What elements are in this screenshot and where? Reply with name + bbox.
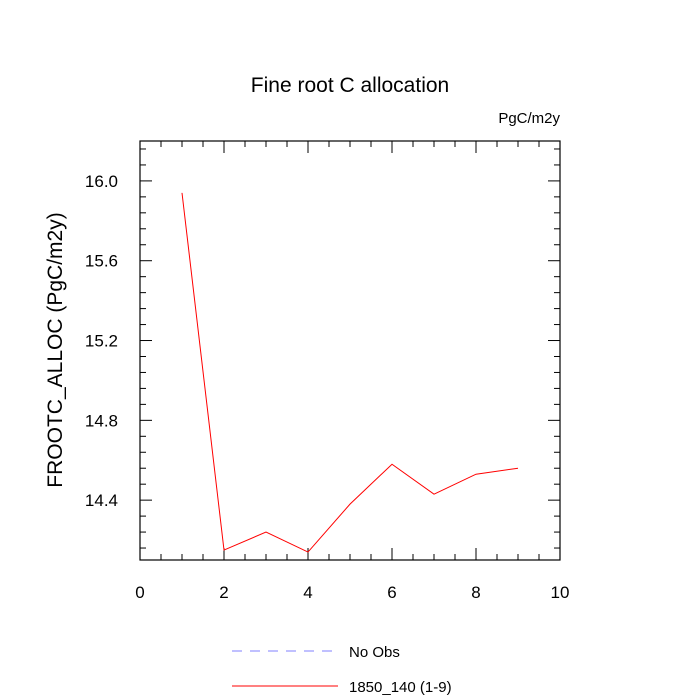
y-tick-label: 15.2 [85,332,118,351]
x-axis-ticks: 0 2 4 6 8 10 [135,141,569,602]
x-tick-label: 6 [387,583,396,602]
y-tick-label: 16.0 [85,172,118,191]
legend: No Obs 1850_140 (1-9) [232,644,452,696]
x-tick-label: 2 [219,583,228,602]
y-tick-label: 15.6 [85,252,118,271]
chart-units-label: PgC/m2y [498,110,560,127]
y-tick-label: 14.4 [85,491,118,510]
y-tick-label: 14.8 [85,411,118,430]
legend-label: 1850_140 (1-9) [349,679,452,696]
y-axis-ticks: 14.4 14.8 15.2 15.6 16.0 [85,148,560,549]
y-axis-label: FROOTC_ALLOC (PgC/m2y) [44,212,67,487]
legend-label: No Obs [349,644,400,661]
x-tick-label: 4 [303,583,312,602]
x-tick-label: 0 [135,583,144,602]
x-tick-label: 8 [471,583,480,602]
plot-frame [139,140,561,561]
x-tick-label: 10 [551,583,570,602]
series-layer [181,192,519,553]
series-line-1 [181,192,519,553]
chart-title: Fine root C allocation [251,74,449,97]
